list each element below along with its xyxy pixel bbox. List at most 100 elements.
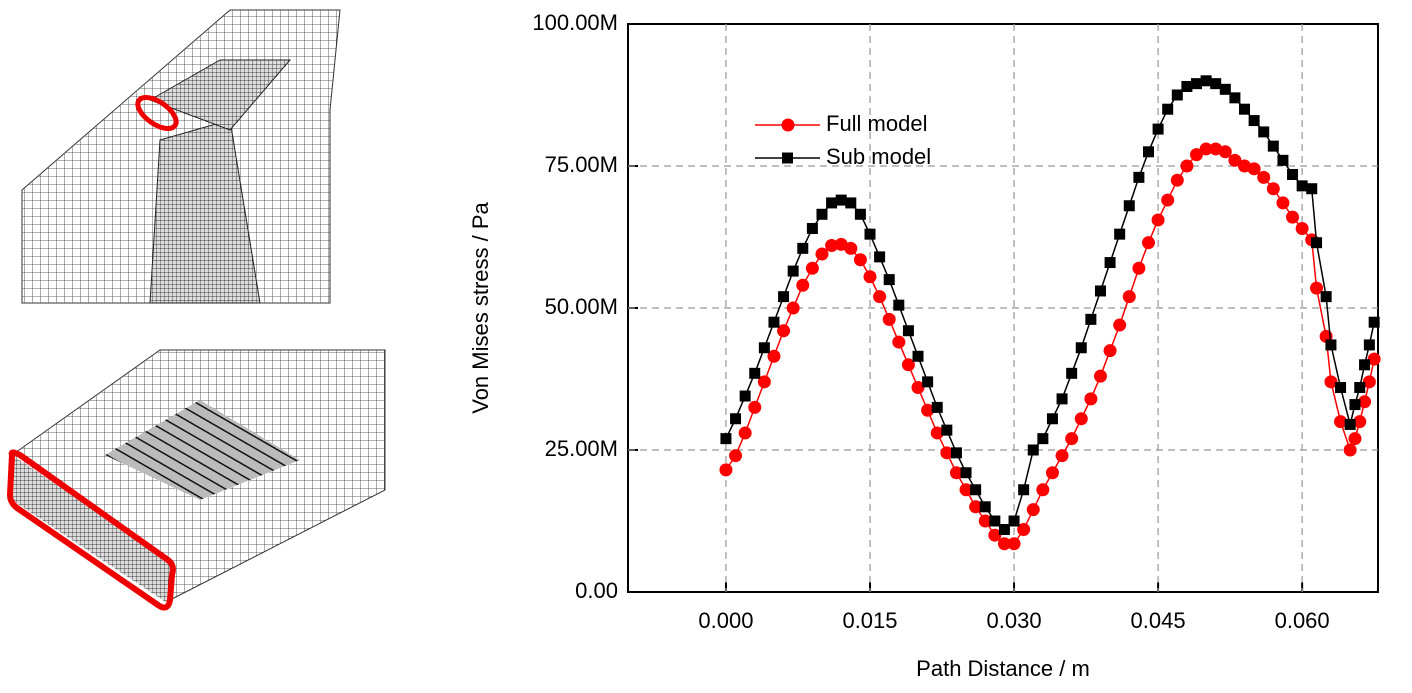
marker	[1354, 382, 1365, 393]
marker	[836, 195, 847, 206]
marker	[816, 209, 827, 220]
marker	[1249, 115, 1260, 126]
marker	[1047, 413, 1058, 424]
y-axis-title: Von Mises stress / Pa	[468, 201, 493, 413]
marker	[759, 342, 770, 353]
marker	[1258, 126, 1269, 137]
marker	[1277, 155, 1288, 166]
marker	[874, 251, 885, 262]
marker	[1171, 174, 1184, 187]
marker	[1124, 200, 1135, 211]
marker	[1180, 160, 1193, 173]
marker	[1172, 90, 1183, 101]
marker	[826, 197, 837, 208]
marker	[980, 501, 991, 512]
marker	[893, 300, 904, 311]
marker	[768, 317, 779, 328]
marker	[1075, 412, 1088, 425]
marker	[806, 262, 819, 275]
marker	[1143, 146, 1154, 157]
marker	[951, 447, 962, 458]
marker	[855, 209, 866, 220]
marker	[913, 351, 924, 362]
figure: Path Distance / m Von Mises stress / Pa …	[0, 0, 1412, 688]
marker	[999, 524, 1010, 535]
legend-marker	[782, 119, 795, 132]
marker	[1076, 342, 1087, 353]
marker	[1220, 84, 1231, 95]
x-tick-label: 0.000	[698, 608, 753, 633]
marker	[730, 413, 741, 424]
marker	[1114, 229, 1125, 240]
legend-item: Full model	[755, 111, 927, 136]
marker	[796, 279, 809, 292]
x-axis-title: Path Distance / m	[916, 656, 1090, 681]
marker	[807, 223, 818, 234]
marker	[1267, 182, 1280, 195]
marker	[1105, 257, 1116, 268]
marker	[1181, 81, 1192, 92]
marker	[1348, 432, 1361, 445]
marker	[864, 229, 875, 240]
marker	[1229, 92, 1240, 103]
marker	[1009, 516, 1020, 527]
marker	[1335, 382, 1346, 393]
marker	[1286, 211, 1299, 224]
marker	[1321, 291, 1332, 302]
marker	[1152, 213, 1165, 226]
marker	[1008, 537, 1021, 550]
marker	[740, 391, 751, 402]
y-tick-label: 75.00M	[545, 152, 618, 177]
y-tick-label: 100.00M	[532, 10, 618, 35]
y-tick-label: 25.00M	[545, 436, 618, 461]
x-tick-label: 0.015	[842, 608, 897, 633]
marker	[1065, 432, 1078, 445]
marker	[1036, 483, 1049, 496]
marker	[749, 368, 760, 379]
marker	[739, 426, 752, 439]
marker	[1056, 449, 1069, 462]
marker	[1296, 222, 1309, 235]
marker	[873, 290, 886, 303]
marker	[1028, 445, 1039, 456]
legend-marker	[782, 153, 793, 164]
marker	[1239, 104, 1250, 115]
marker	[1027, 503, 1040, 516]
marker	[1066, 368, 1077, 379]
marker	[1325, 339, 1336, 350]
marker	[1297, 180, 1308, 191]
marker	[922, 376, 933, 387]
marker	[884, 274, 895, 285]
marker	[778, 291, 789, 302]
marker	[1018, 484, 1029, 495]
marker	[961, 467, 972, 478]
marker	[1306, 183, 1317, 194]
marker	[863, 270, 876, 283]
marker	[1153, 124, 1164, 135]
marker	[1345, 419, 1356, 430]
marker	[1113, 319, 1126, 332]
marker	[892, 336, 905, 349]
x-tick-label: 0.060	[1275, 608, 1330, 633]
marker	[1369, 317, 1380, 328]
marker	[970, 484, 981, 495]
marker	[1162, 104, 1173, 115]
marker	[1046, 466, 1059, 479]
marker	[729, 449, 742, 462]
marker	[1084, 392, 1097, 405]
marker	[1191, 78, 1202, 89]
mesh-bottom	[0, 333, 386, 610]
marker	[932, 402, 943, 413]
marker	[1344, 444, 1357, 457]
y-tick-label: 50.00M	[545, 294, 618, 319]
marker	[1210, 78, 1221, 89]
marker	[1142, 236, 1155, 249]
marker	[1123, 290, 1136, 303]
marker	[1132, 262, 1145, 275]
legend-item: Sub model	[755, 144, 931, 169]
marker	[883, 313, 896, 326]
marker	[1359, 359, 1370, 370]
marker	[1037, 433, 1048, 444]
marker	[989, 516, 1000, 527]
